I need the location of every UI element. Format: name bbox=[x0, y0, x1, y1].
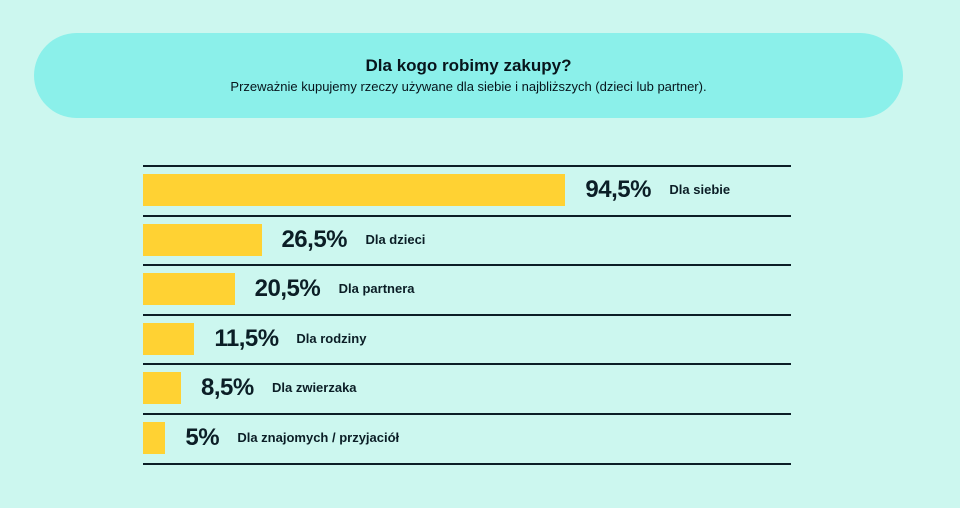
category-label: Dla partnera bbox=[338, 281, 415, 297]
value-label: 94,5% bbox=[585, 176, 651, 203]
row-divider bbox=[143, 214, 791, 217]
category-label: Dla zwierzaka bbox=[271, 380, 357, 396]
row-divider bbox=[143, 165, 791, 167]
bar bbox=[143, 322, 195, 355]
row-divider bbox=[143, 264, 791, 267]
bar-row: 94,5% Dla siebie bbox=[143, 174, 791, 206]
value-label: 26,5% bbox=[281, 225, 348, 253]
value-label: 20,5% bbox=[254, 275, 321, 303]
value-label: 5% bbox=[185, 424, 220, 451]
header-banner: Dla kogo robimy zakupy? Przeważnie kupuj… bbox=[34, 33, 903, 118]
bar-chart: 94,5% Dla siebie 26,5% Dla dzieci 20,5% Dla p… bbox=[143, 165, 791, 469]
category-label: Dla dzieci bbox=[365, 231, 426, 247]
chart-subtitle: Przeważnie kupujemy rzeczy używane dla s… bbox=[230, 79, 707, 94]
bar bbox=[143, 174, 566, 206]
value-label: 8,5% bbox=[200, 374, 254, 402]
bar-row: 11,5% Dla rodziny bbox=[143, 322, 791, 355]
category-label: Dla znajomych / przyjaciół bbox=[237, 430, 400, 445]
row-divider bbox=[143, 363, 791, 366]
bar-row: 26,5% Dla dzieci bbox=[143, 223, 791, 256]
row-divider bbox=[143, 413, 791, 415]
bar bbox=[143, 223, 262, 256]
chart-title: Dla kogo robimy zakupy? bbox=[365, 56, 572, 75]
value-label: 11,5% bbox=[214, 324, 279, 352]
category-label: Dla rodziny bbox=[296, 330, 367, 346]
category-label: Dla siebie bbox=[669, 182, 731, 197]
bar-row: 8,5% Dla zwierzaka bbox=[143, 372, 791, 405]
bar bbox=[143, 372, 181, 405]
row-divider bbox=[143, 462, 791, 465]
bar-row: 20,5% Dla partnera bbox=[143, 273, 791, 306]
bar-row: 5% Dla znajomych / przyjaciół bbox=[143, 422, 791, 454]
bar bbox=[143, 422, 166, 454]
row-divider bbox=[143, 313, 791, 316]
bar bbox=[143, 273, 235, 306]
